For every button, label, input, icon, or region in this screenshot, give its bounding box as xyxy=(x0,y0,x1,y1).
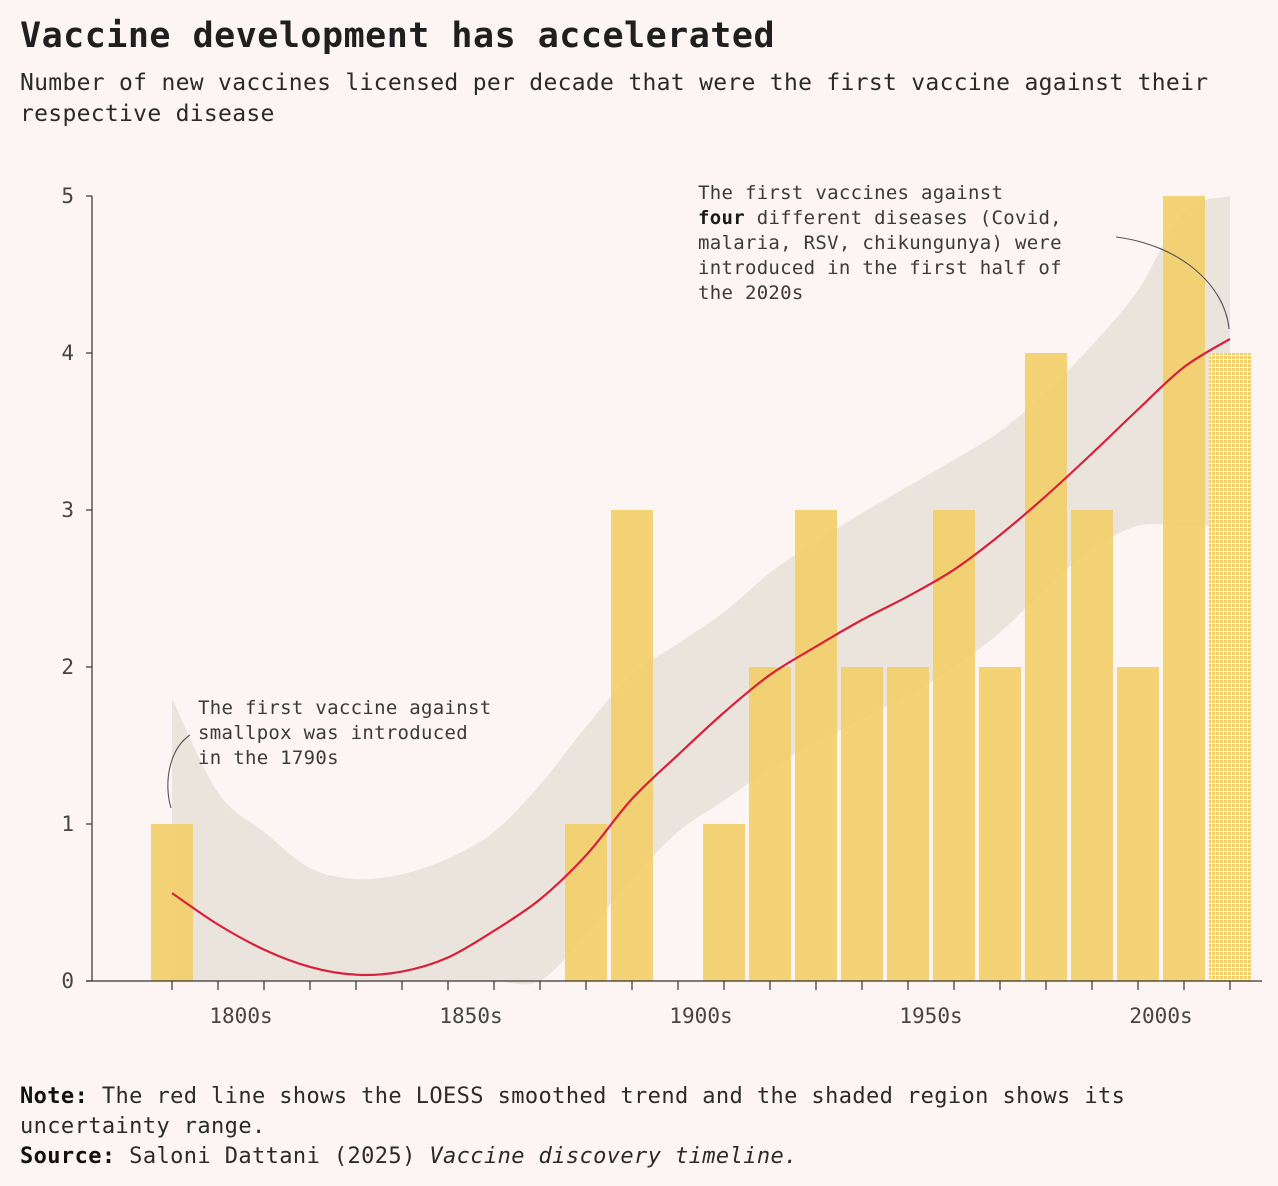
chart-source: Source: Saloni Dattani (2025) Vaccine di… xyxy=(20,1142,1260,1172)
annotation-recent-decades: The first vaccines against four differen… xyxy=(698,181,1062,306)
y-tick-label-2: 2 xyxy=(61,655,74,679)
annotation-recent-bold: four xyxy=(698,207,745,229)
bar-1940s xyxy=(841,667,883,981)
uncertainty-band xyxy=(172,196,1230,985)
x-tick-label-2000s: 2000s xyxy=(1129,1004,1192,1028)
chart-area: 0 1 2 3 4 5 1800s 1850s 1900s 1950s 2000s xyxy=(61,184,1262,1028)
chart-title: Vaccine development has accelerated xyxy=(20,16,776,56)
bar-1930s xyxy=(795,510,837,981)
bar-2000s xyxy=(1117,667,1159,981)
bar-1950s xyxy=(887,667,929,981)
source-label: Source: xyxy=(20,1144,116,1169)
x-tick-label-1850s: 1850s xyxy=(439,1004,502,1028)
source-title: Vaccine discovery timeline. xyxy=(429,1144,798,1169)
bars-layer xyxy=(151,196,1251,981)
bar-1910s xyxy=(703,824,745,981)
note-label: Note: xyxy=(20,1084,89,1109)
bar-2010s xyxy=(1163,196,1205,981)
y-tick-label-4: 4 xyxy=(61,341,74,365)
x-tick-label-1800s: 1800s xyxy=(209,1004,272,1028)
annotation-recent-prefix: The first vaccines against xyxy=(698,182,1004,204)
trend-line-layer xyxy=(171,337,1231,977)
source-text: Saloni Dattani (2025) xyxy=(115,1144,430,1169)
y-tick-label-5: 5 xyxy=(61,184,74,208)
annotation-smallpox: The first vaccine against smallpox was i… xyxy=(198,697,492,769)
y-tick-label-3: 3 xyxy=(61,498,74,522)
bar-1960s xyxy=(933,510,975,981)
bar-1990s xyxy=(1071,510,1113,981)
bar-2020s xyxy=(1209,353,1251,981)
bar-1970s xyxy=(979,667,1021,981)
bar-1880s xyxy=(565,824,607,981)
bar-1920s xyxy=(749,667,791,981)
recent-leader-line xyxy=(1115,236,1230,330)
x-tick-label-1900s: 1900s xyxy=(669,1004,732,1028)
note-text: The red line shows the LOESS smoothed tr… xyxy=(20,1084,1126,1139)
axes-layer: 0 1 2 3 4 5 1800s 1850s 1900s 1950s 2000s xyxy=(61,184,1262,1028)
annotation-leaders-layer xyxy=(167,236,1230,809)
loess-trend-line xyxy=(171,337,1231,977)
chart-subtitle: Number of new vaccines licensed per deca… xyxy=(20,70,1209,127)
y-tick-label-1: 1 xyxy=(61,812,74,836)
smallpox-leader-line xyxy=(167,734,191,809)
annotation-recent-suffix: different diseases (Covid, malaria, RSV,… xyxy=(698,207,1062,304)
x-tick-label-1950s: 1950s xyxy=(899,1004,962,1028)
y-tick-label-0: 0 xyxy=(61,969,74,993)
uncertainty-band-layer xyxy=(172,196,1230,985)
chart-note: Note: The red line shows the LOESS smoot… xyxy=(20,1082,1260,1142)
bar-1980s xyxy=(1025,353,1067,981)
bar-1890s xyxy=(611,510,653,981)
